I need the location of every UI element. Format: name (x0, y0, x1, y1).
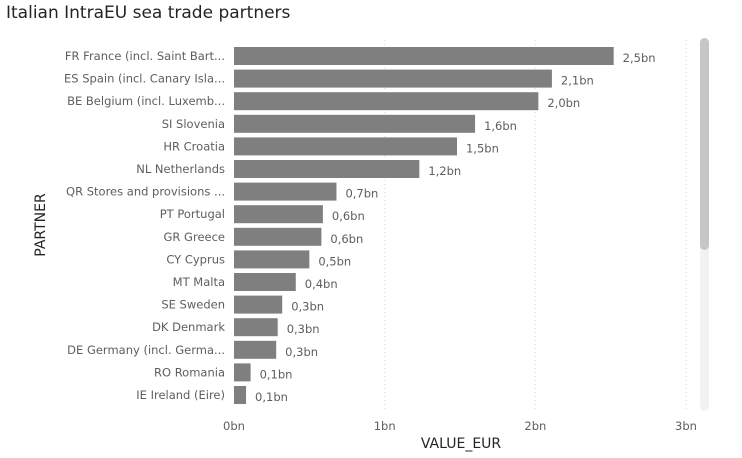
bar[interactable] (234, 69, 552, 88)
scrollbar-thumb[interactable] (700, 38, 709, 250)
bar[interactable] (234, 340, 277, 359)
bar[interactable] (234, 250, 310, 269)
x-tick-label: 3bn (675, 419, 697, 433)
bar[interactable] (234, 295, 283, 314)
data-label: 2,1bn (561, 74, 594, 88)
x-tick-label: 1bn (374, 419, 396, 433)
category-label: PT Portugal (160, 207, 225, 221)
data-label: 1,2bn (428, 164, 461, 178)
category-label: SI Slovenia (162, 117, 225, 131)
category-label: BE Belgium (incl. Luxemb... (67, 94, 225, 108)
data-label: 1,5bn (466, 141, 499, 155)
bar[interactable] (234, 160, 420, 178)
category-label: CY Cyprus (166, 252, 225, 266)
category-label: FR France (incl. Saint Bart... (65, 49, 225, 63)
x-tick-label: 0bn (223, 419, 245, 433)
data-label: 2,5bn (623, 51, 656, 65)
bar[interactable] (234, 318, 278, 337)
category-label: MT Malta (173, 275, 225, 289)
category-label: IE Ireland (Eire) (136, 388, 225, 402)
bar[interactable] (234, 137, 457, 156)
bar[interactable] (234, 182, 337, 201)
data-label: 0,3bn (287, 322, 320, 336)
bar[interactable] (234, 386, 247, 404)
data-label: 2,0bn (547, 96, 580, 110)
data-label: 1,6bn (484, 119, 517, 133)
category-label: NL Netherlands (136, 162, 225, 176)
bar[interactable] (234, 114, 476, 133)
y-axis-title: PARTNER (33, 193, 49, 257)
category-label: ES Spain (incl. Canary Isla... (64, 72, 225, 86)
data-label: 0,4bn (305, 277, 338, 291)
category-label: QR Stores and provisions ... (66, 185, 225, 199)
bar[interactable] (234, 92, 539, 111)
category-label: DK Denmark (152, 320, 225, 334)
category-label: SE Sweden (161, 298, 225, 312)
data-label: 0,6bn (332, 209, 365, 223)
data-label: 0,5bn (318, 254, 351, 268)
category-label: RO Romania (154, 365, 225, 379)
bar[interactable] (234, 205, 323, 224)
bar[interactable] (234, 363, 251, 382)
category-label: GR Greece (164, 230, 226, 244)
vertical-scrollbar[interactable] (700, 38, 709, 411)
data-label: 0,7bn (345, 187, 378, 201)
category-label: DE Germany (incl. Germa... (67, 343, 225, 357)
category-label: HR Croatia (163, 139, 225, 153)
x-tick-label: 2bn (524, 419, 546, 433)
bar[interactable] (234, 47, 614, 65)
bar[interactable] (234, 273, 296, 291)
chart-title: Italian IntraEU sea trade partners (6, 3, 291, 23)
bar[interactable] (234, 227, 322, 246)
data-label: 0,6bn (330, 232, 363, 246)
data-label: 0,1bn (260, 367, 293, 381)
x-axis-title: VALUE_EUR (421, 436, 502, 452)
data-label: 0,1bn (255, 390, 288, 404)
data-label: 0,3bn (285, 345, 318, 359)
data-label: 0,3bn (291, 300, 324, 314)
